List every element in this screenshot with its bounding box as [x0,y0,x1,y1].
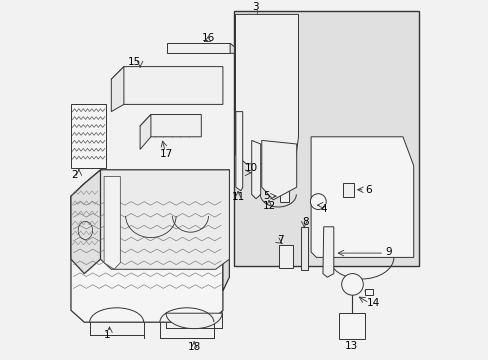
Text: 1: 1 [103,330,110,340]
Circle shape [310,194,325,210]
Text: 2: 2 [71,170,78,180]
Polygon shape [101,170,229,269]
Bar [71,104,106,168]
Text: 13: 13 [344,341,357,351]
Text: 7: 7 [277,235,283,245]
Text: 16: 16 [202,33,215,43]
Polygon shape [235,112,242,191]
Bar [338,313,364,339]
Text: 18: 18 [188,342,201,352]
Polygon shape [111,67,223,104]
Polygon shape [310,137,413,257]
Polygon shape [261,140,296,200]
Polygon shape [111,67,123,112]
Text: 11: 11 [231,192,244,202]
Text: 12: 12 [263,201,276,211]
Text: 5: 5 [263,191,269,201]
Text: 6: 6 [365,185,371,195]
Polygon shape [71,170,101,274]
Bar [343,183,353,197]
Text: 10: 10 [244,163,257,174]
Circle shape [341,274,363,295]
Polygon shape [223,170,229,291]
Polygon shape [235,14,298,164]
Polygon shape [251,140,260,199]
Text: 4: 4 [320,204,326,214]
Polygon shape [140,114,151,149]
Polygon shape [71,184,223,322]
Polygon shape [230,43,234,53]
Polygon shape [104,176,120,269]
Polygon shape [140,114,201,137]
Bar [301,227,307,270]
Bar [279,191,288,202]
Text: 17: 17 [160,149,173,159]
Bar [365,289,373,295]
Polygon shape [167,43,230,53]
Polygon shape [322,227,333,277]
Text: 15: 15 [127,57,141,67]
Polygon shape [84,170,229,184]
Text: 8: 8 [302,217,308,227]
Bar [278,245,292,268]
Polygon shape [233,11,418,266]
Text: 9: 9 [385,247,391,257]
Polygon shape [166,313,222,329]
Text: 3: 3 [251,2,258,12]
Text: 14: 14 [366,298,379,308]
